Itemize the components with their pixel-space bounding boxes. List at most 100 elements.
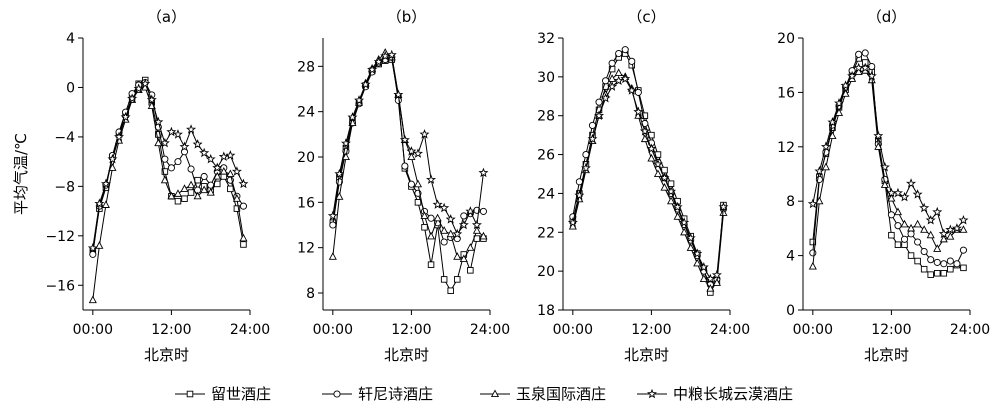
data-point	[399, 134, 410, 145]
data-point	[166, 126, 177, 137]
y-tick-label: −16	[45, 278, 75, 294]
data-point	[914, 238, 922, 246]
y-tick-label: 28	[297, 59, 315, 75]
series-2	[88, 82, 248, 304]
series-line	[332, 54, 484, 236]
x-tick-label: 00:00	[73, 322, 113, 338]
data-point	[360, 79, 371, 89]
data-point	[460, 212, 468, 220]
data-point	[920, 247, 928, 256]
y-tick-label: 28	[537, 109, 555, 125]
data-point	[427, 214, 435, 222]
y-tick-label: 26	[537, 148, 555, 164]
legend-marker	[647, 388, 657, 399]
data-point	[718, 201, 729, 212]
data-point	[453, 252, 462, 260]
data-point	[633, 106, 644, 117]
y-tick-label: 4	[66, 31, 75, 47]
data-point	[401, 162, 409, 170]
data-point	[452, 228, 463, 239]
data-point	[815, 196, 824, 205]
data-point	[861, 49, 869, 57]
data-point	[879, 161, 890, 172]
data-point	[893, 207, 903, 216]
data-point	[940, 270, 948, 277]
x-tick-label: 00:00	[553, 322, 593, 338]
data-point	[414, 199, 422, 206]
data-point	[807, 198, 818, 209]
data-point	[673, 212, 682, 220]
data-point	[440, 276, 448, 283]
x-axis-label: 北京时	[384, 346, 429, 364]
panel-title: （b）	[387, 8, 427, 26]
data-point	[854, 67, 863, 76]
data-point	[386, 49, 397, 60]
data-point	[146, 94, 157, 105]
data-point	[907, 230, 915, 238]
data-point	[920, 225, 929, 233]
data-point	[607, 81, 618, 91]
data-point	[465, 206, 476, 216]
data-point	[894, 222, 902, 230]
chart-panel-3: 0 4 8 12 16 20 00:00 12:00 24:00 （d） 北京时	[777, 8, 990, 364]
data-point	[334, 168, 345, 179]
data-point	[698, 261, 709, 272]
data-point	[186, 124, 197, 134]
data-point	[615, 49, 623, 58]
y-tick-label: −12	[45, 229, 75, 245]
y-tick-label: 20	[777, 31, 795, 47]
data-point	[620, 73, 631, 84]
data-point	[914, 257, 921, 265]
data-point	[87, 242, 98, 253]
y-tick-label: 12	[777, 140, 795, 156]
data-point	[886, 187, 897, 198]
data-point	[161, 155, 169, 163]
data-point	[712, 278, 721, 286]
data-point	[413, 179, 423, 188]
data-point	[958, 214, 969, 225]
data-point	[174, 158, 182, 166]
data-point	[407, 152, 416, 161]
y-tick-label: 24	[297, 105, 315, 121]
data-point	[947, 265, 954, 273]
data-point	[567, 217, 578, 227]
data-point	[114, 131, 125, 142]
data-point	[200, 172, 208, 181]
y-tick-label: 20	[297, 150, 315, 166]
data-point	[199, 147, 210, 158]
data-point	[335, 192, 344, 200]
legend: 留世酒庄 轩尼诗酒庄 玉泉国际酒庄 中粮长城云漠酒庄	[175, 385, 793, 403]
data-point	[160, 175, 169, 184]
y-tick-label: 18	[537, 303, 555, 319]
x-tick-label: 24:00	[230, 322, 270, 338]
data-point	[906, 178, 917, 188]
data-point	[685, 232, 696, 243]
data-point	[953, 260, 961, 268]
data-point	[167, 164, 175, 172]
data-point	[887, 193, 896, 202]
data-point	[200, 185, 209, 194]
series-0	[569, 50, 727, 296]
data-point	[959, 246, 968, 254]
data-point	[880, 180, 889, 188]
data-point	[206, 187, 215, 196]
data-point	[445, 214, 456, 224]
data-point	[809, 249, 817, 257]
data-point	[427, 261, 435, 268]
data-point	[820, 141, 831, 152]
x-tick-label: 12:00	[871, 322, 911, 338]
data-point	[940, 260, 948, 268]
y-tick-label: 0	[66, 80, 75, 96]
data-point	[94, 198, 105, 208]
data-point	[814, 166, 825, 176]
data-point	[380, 50, 391, 61]
data-point	[834, 98, 845, 108]
data-point	[959, 225, 968, 233]
data-point	[946, 232, 955, 240]
data-point	[159, 137, 170, 148]
data-point	[860, 62, 871, 73]
data-point	[192, 139, 203, 149]
data-point	[231, 166, 242, 176]
data-point	[951, 223, 962, 233]
